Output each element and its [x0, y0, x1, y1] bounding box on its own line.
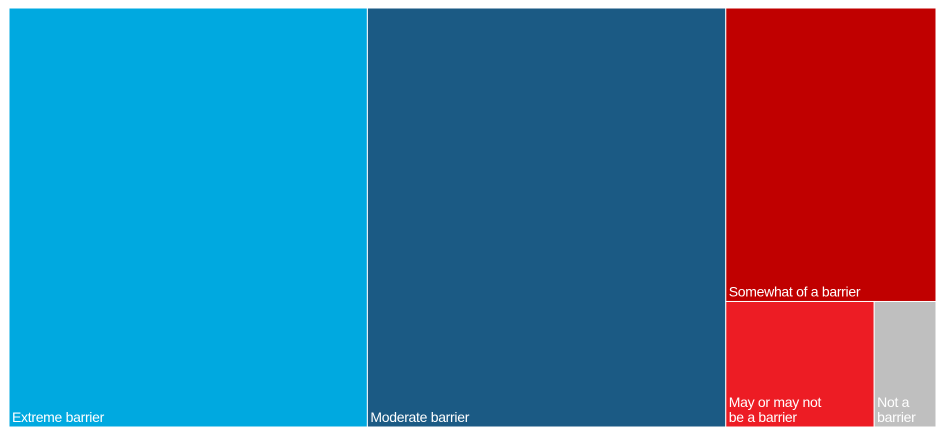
label-line-may-or-may-not-barrier-1: be a barrier [729, 409, 798, 425]
tile-extreme-barrier [8, 7, 368, 427]
label-line-somewhat-barrier-0: Somewhat of a barrier [729, 283, 861, 299]
tile-not-a-barrier [873, 300, 936, 427]
treemap-labels: Extreme barrier Moderate barrier Somewhat … [12, 283, 916, 425]
label-not-a-barrier: Not a barrier [877, 394, 916, 425]
tile-somewhat-barrier [725, 7, 936, 302]
label-line-extreme-barrier-0: Extreme barrier [12, 409, 105, 425]
label-moderate-barrier: Moderate barrier [370, 409, 469, 425]
label-somewhat-barrier: Somewhat of a barrier [729, 283, 861, 299]
label-line-moderate-barrier-0: Moderate barrier [370, 409, 469, 425]
label-line-may-or-may-not-barrier-0: May or may not [729, 394, 822, 410]
label-may-or-may-not-barrier: May or may not be a barrier [729, 394, 822, 425]
label-line-not-a-barrier-0: Not a [877, 394, 909, 410]
treemap-tiles [8, 7, 936, 427]
tile-moderate-barrier [366, 7, 727, 427]
tile-may-or-may-not-barrier [725, 300, 875, 427]
label-extreme-barrier: Extreme barrier [12, 409, 105, 425]
label-line-not-a-barrier-1: barrier [877, 409, 916, 425]
